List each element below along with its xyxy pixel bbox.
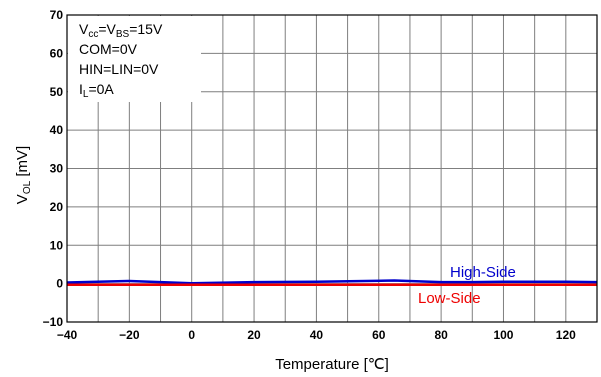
conditions-box <box>68 16 201 102</box>
test-conditions: Vcc=VBS=15V COM=0V HIN=LIN=0V IL=0A <box>79 21 163 100</box>
y-axis-sub: OL <box>22 180 33 194</box>
y-tick-label: 30 <box>50 162 64 176</box>
y-tick-label: 0 <box>56 277 63 291</box>
series-label-low-side: Low-Side <box>418 290 481 307</box>
x-tick-label: 60 <box>372 328 386 342</box>
series-label-high-side: High-Side <box>450 264 516 281</box>
y-axis-title: VOL [mV] <box>14 146 33 204</box>
y-tick-label: 40 <box>50 123 64 137</box>
y-axis-unit: [mV] <box>14 146 31 181</box>
y-tick-labels: −10 0 10 20 30 40 50 60 70 <box>43 8 64 329</box>
x-tick-label: 20 <box>247 328 261 342</box>
x-tick-label: 80 <box>434 328 448 342</box>
x-tick-labels: −40 −20 0 20 40 60 80 100 120 <box>57 328 576 342</box>
condition-hin-lin: HIN=LIN=0V <box>79 61 159 77</box>
x-tick-label: 0 <box>188 328 195 342</box>
series-line-high-side <box>66 279 598 285</box>
plot-border <box>66 14 598 323</box>
y-tick-label: 10 <box>50 238 64 252</box>
y-tick-label: 70 <box>50 8 64 22</box>
x-tick-label: 120 <box>556 328 576 342</box>
condition-vcc: Vcc=VBS=15V <box>79 21 163 40</box>
series-lines <box>66 279 598 287</box>
plot-frame <box>66 14 598 323</box>
condition-il: IL=0A <box>79 81 114 100</box>
y-tick-label: 60 <box>50 46 64 60</box>
x-tick-label: 40 <box>310 328 324 342</box>
y-tick-label: 20 <box>50 200 64 214</box>
x-tick-label: −20 <box>119 328 140 342</box>
y-tick-label: −10 <box>43 315 64 329</box>
x-tick-label: 100 <box>493 328 513 342</box>
y-tick-label: 50 <box>50 85 64 99</box>
x-tick-label: −40 <box>57 328 78 342</box>
condition-com: COM=0V <box>79 41 138 57</box>
y-axis-var: V <box>14 194 31 204</box>
x-axis-title: Temperature [℃] <box>275 356 389 373</box>
